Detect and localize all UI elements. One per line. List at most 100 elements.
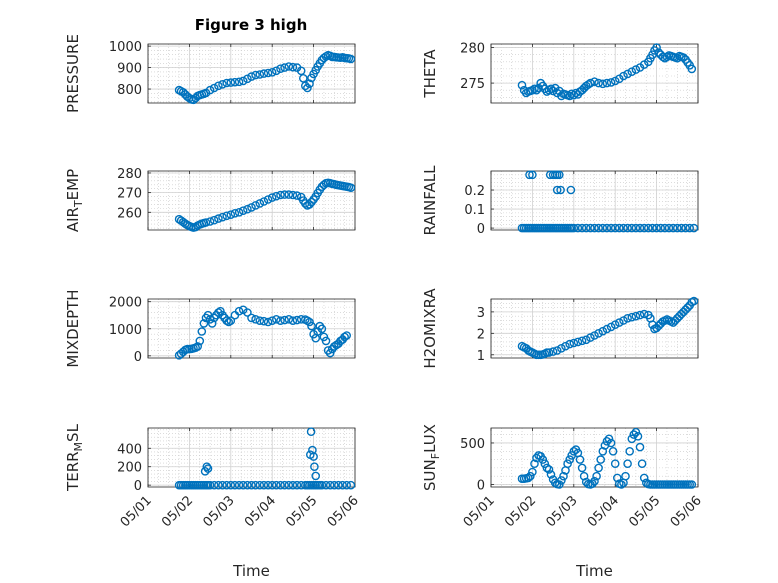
subplot-mixdepth: 0 1000 2000 MIXDEPTH <box>64 289 356 368</box>
data-point <box>226 78 236 87</box>
y-axis-label: H2OMIXRA <box>421 288 439 369</box>
data-point <box>193 342 202 351</box>
y-tick-label: 0.1 <box>464 203 485 218</box>
major-grid <box>147 171 356 230</box>
data-point <box>247 313 256 323</box>
data-point <box>559 471 568 481</box>
data-point <box>280 315 289 325</box>
data-point <box>532 85 541 95</box>
axes-box <box>147 427 356 488</box>
data-point <box>346 480 356 490</box>
data-point <box>243 480 252 490</box>
data-point <box>598 223 608 233</box>
data-point <box>263 317 273 327</box>
data-point <box>610 223 620 233</box>
data-point <box>557 476 566 485</box>
y-tick-label: 500 <box>460 437 485 452</box>
data-point <box>209 480 219 490</box>
data-point <box>602 223 612 233</box>
y-axis-label: SUNFLUX <box>421 424 442 491</box>
data-point <box>530 84 539 94</box>
data-point <box>238 206 248 215</box>
data-point <box>530 459 539 469</box>
data-point <box>259 316 269 326</box>
data-point <box>619 223 628 233</box>
data-point <box>577 463 587 473</box>
data-point <box>581 223 591 233</box>
data-point <box>338 480 347 490</box>
data-point <box>317 480 327 490</box>
data-point <box>631 427 641 437</box>
data-point <box>689 223 699 233</box>
data-point <box>627 67 637 76</box>
subplot-pressure: 800 900 1000 PRESSURE <box>64 34 356 113</box>
y-tick-label: 0 <box>134 479 142 494</box>
data-point <box>296 66 306 76</box>
data-point <box>623 313 632 323</box>
data-point <box>207 319 217 328</box>
data-point <box>292 191 302 200</box>
data-point <box>276 190 285 200</box>
data-point <box>683 303 692 312</box>
data-point <box>218 80 227 89</box>
data-point <box>222 211 231 221</box>
data-point <box>621 471 630 481</box>
data-point <box>639 309 649 319</box>
data-point <box>305 200 314 209</box>
y-tick-label: 0 <box>477 479 485 494</box>
data-point <box>664 223 674 233</box>
data-point <box>307 197 316 207</box>
data-point <box>594 223 603 233</box>
data-point <box>648 223 657 233</box>
y-tick-label: 275 <box>460 77 485 92</box>
data-point <box>563 459 572 469</box>
data-point <box>222 480 231 490</box>
data-point <box>528 467 537 477</box>
data-point <box>205 480 215 490</box>
data-point <box>214 214 223 223</box>
data-point <box>534 83 543 93</box>
data-point <box>234 207 244 217</box>
data-point <box>623 69 632 79</box>
data-point <box>617 480 626 489</box>
data-point <box>656 223 666 233</box>
data-point <box>325 480 335 490</box>
data-point <box>524 473 533 483</box>
data-point <box>238 480 248 490</box>
data-point <box>526 471 535 481</box>
axes-box <box>490 170 699 231</box>
data-point <box>590 77 599 86</box>
data-point <box>619 71 628 81</box>
data-point <box>259 69 269 78</box>
data-point <box>673 53 682 63</box>
data-point <box>557 343 566 353</box>
data-point <box>546 84 556 94</box>
y-tick-label: 1 <box>477 349 485 364</box>
data-point <box>604 434 614 444</box>
data-point <box>280 63 289 72</box>
y-tick-label: 900 <box>117 62 142 77</box>
data-point <box>195 336 205 346</box>
data-point <box>271 66 281 76</box>
data-point <box>226 210 236 219</box>
data-point <box>303 83 312 93</box>
data-point <box>652 223 661 233</box>
data-point <box>606 322 616 332</box>
data-point <box>280 480 289 490</box>
data-point <box>263 480 273 490</box>
data-point <box>652 43 661 52</box>
data-point <box>284 480 294 490</box>
data-point <box>561 341 570 351</box>
data-point <box>613 473 622 483</box>
axes-box <box>490 298 699 359</box>
data-point <box>566 185 576 195</box>
x-axis-label: Time <box>232 562 270 580</box>
data-point <box>687 480 697 489</box>
data-point <box>610 459 620 469</box>
data-point <box>662 52 672 62</box>
data-point <box>199 319 209 328</box>
data-point <box>548 347 558 356</box>
data-point <box>635 442 645 452</box>
data-point <box>639 223 649 233</box>
